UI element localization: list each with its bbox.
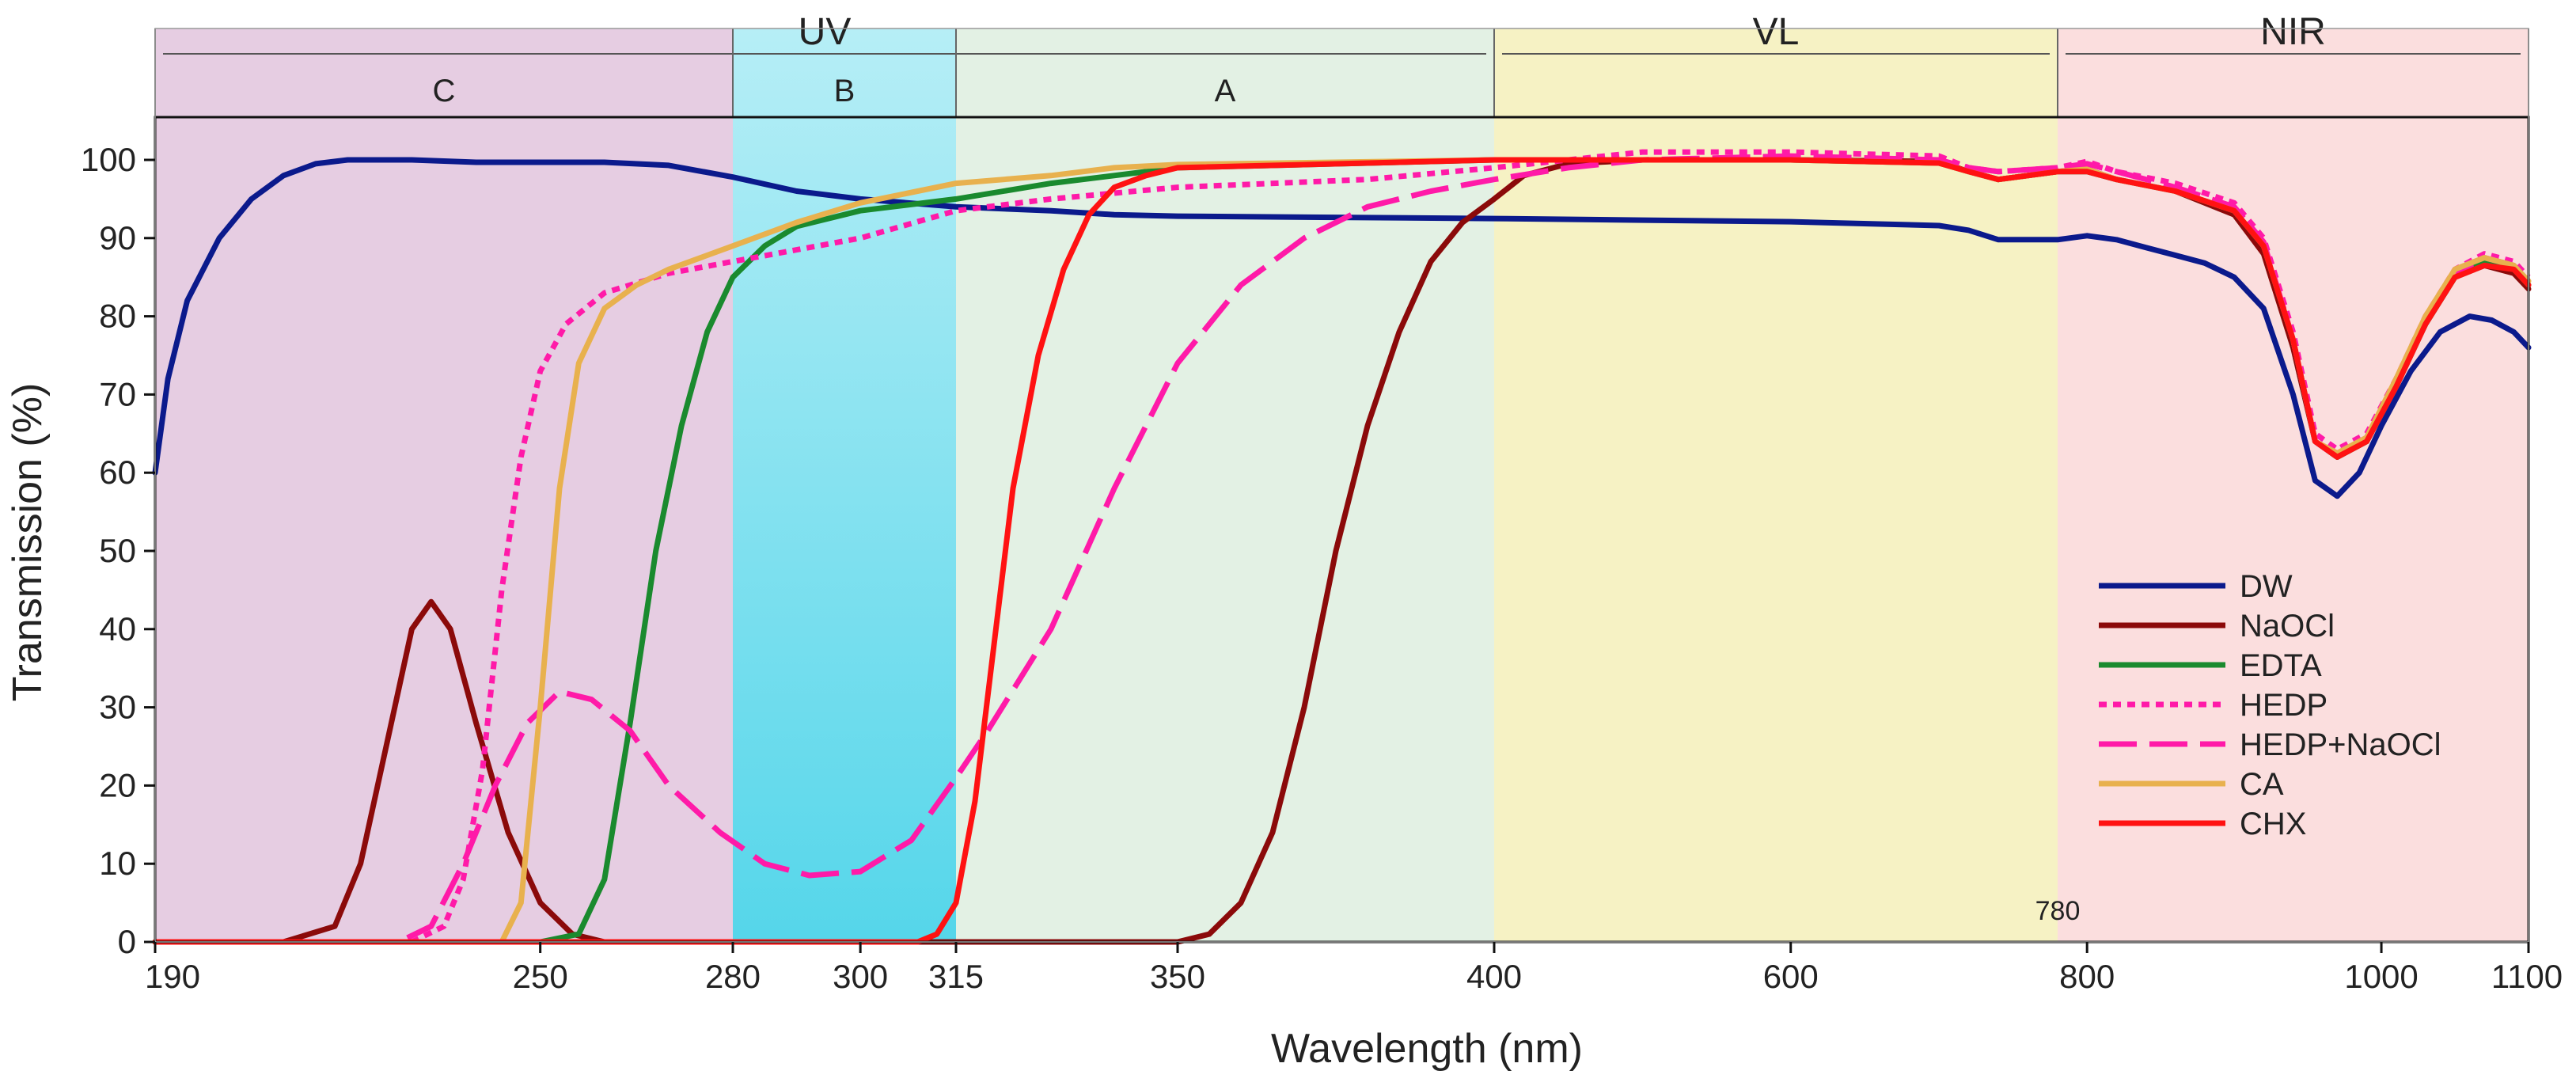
legend-label: HEDP+NaOCl bbox=[2240, 727, 2441, 762]
series-line-dw bbox=[152, 157, 2532, 499]
x-axis-title: Wavelength (nm) bbox=[1271, 1026, 1583, 1072]
group-label-vl: VL bbox=[1753, 11, 1800, 53]
region-label-a: A bbox=[1215, 74, 1236, 108]
legend-label: HEDP bbox=[2240, 688, 2328, 723]
x-tick-label: 1000 bbox=[2344, 958, 2418, 995]
y-axis-title: Transmission (%) bbox=[5, 383, 51, 702]
region-label-b: B bbox=[834, 74, 856, 108]
region-c-band bbox=[155, 28, 733, 942]
spectral-regions bbox=[155, 28, 2529, 942]
y-tick-label: 20 bbox=[99, 766, 136, 803]
region-a-band bbox=[956, 28, 1494, 942]
x-tick-label-780: 780 bbox=[2035, 896, 2081, 926]
legend-label: EDTA bbox=[2240, 648, 2322, 683]
x-tick-label: 300 bbox=[833, 958, 888, 995]
y-tick-label: 50 bbox=[99, 532, 136, 569]
x-tick-label: 315 bbox=[928, 958, 984, 995]
y-tick-label: 40 bbox=[99, 610, 136, 647]
outer-frame bbox=[154, 28, 2529, 943]
x-tick-label: 600 bbox=[1763, 958, 1819, 995]
data-series bbox=[152, 149, 2532, 945]
region-label-c: C bbox=[433, 74, 456, 108]
y-tick-label: 70 bbox=[99, 375, 136, 412]
x-tick-label: 250 bbox=[513, 958, 568, 995]
x-tick-label: 800 bbox=[2059, 958, 2115, 995]
group-label-uv: UV bbox=[799, 11, 852, 53]
legend-label: CA bbox=[2240, 767, 2284, 802]
y-tick-label: 60 bbox=[99, 454, 136, 491]
region-nir-band bbox=[2058, 28, 2529, 942]
y-tick-label: 30 bbox=[99, 689, 136, 726]
x-tick-label: 350 bbox=[1150, 958, 1205, 995]
series-line-chx bbox=[152, 157, 2532, 945]
y-tick-label: 80 bbox=[99, 298, 136, 335]
group-label-nir: NIR bbox=[2260, 11, 2326, 53]
x-tick-label: 1100 bbox=[2491, 958, 2563, 995]
y-tick-label: 0 bbox=[118, 923, 136, 960]
region-header: C B A UV VL NIR bbox=[154, 11, 2529, 117]
x-tick-label: 190 bbox=[145, 958, 200, 995]
x-tick-label: 400 bbox=[1466, 958, 1522, 995]
x-tick-label: 280 bbox=[705, 958, 761, 995]
axes: 0 10 20 30 40 50 60 70 80 90 100 190 250 280 300 315 350… bbox=[81, 28, 2563, 995]
y-tick-label: 10 bbox=[99, 845, 136, 882]
legend-label: NaOCl bbox=[2240, 609, 2335, 644]
legend-label: CHX bbox=[2240, 807, 2306, 841]
legend-label: DW bbox=[2240, 569, 2293, 604]
series-line-hedp bbox=[155, 149, 2531, 945]
y-tick-label: 100 bbox=[81, 141, 136, 178]
region-b-band bbox=[733, 28, 956, 942]
region-vl-band bbox=[1494, 28, 2058, 942]
legend: DW NaOCl EDTA HEDP HEDP+NaOCl CA CHX bbox=[2099, 569, 2441, 841]
y-tick-label: 90 bbox=[99, 219, 136, 256]
